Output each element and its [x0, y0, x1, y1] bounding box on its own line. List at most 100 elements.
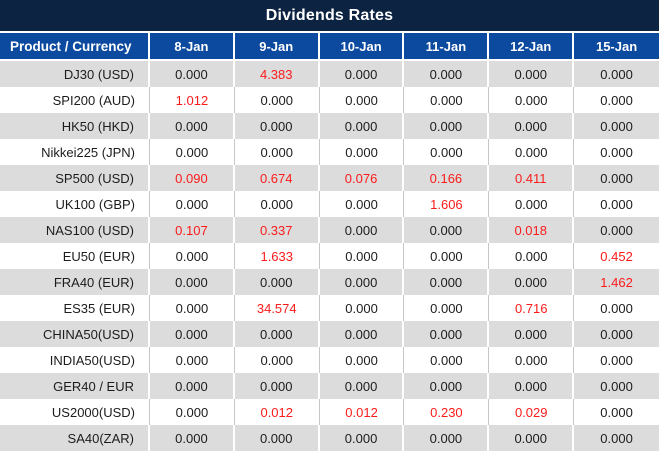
rate-cell: 0.000 — [150, 243, 235, 269]
table-row: Nikkei225 (JPN) 0.000 0.000 0.000 0.000 0.000… — [0, 139, 659, 165]
rate-cell: 0.230 — [404, 399, 490, 425]
rate-cell: 0.000 — [404, 113, 490, 139]
table-row: CHINA50(USD) 0.000 0.000 0.000 0.000 0.000 0.0… — [0, 321, 659, 347]
rate-cell: 4.383 — [234, 61, 320, 87]
rate-cell: 0.674 — [234, 165, 320, 191]
rate-cell: 0.000 — [574, 139, 659, 165]
rate-cell: 0.012 — [319, 399, 405, 425]
rate-cell: 0.000 — [489, 113, 575, 139]
product-label: Nikkei225 (JPN) — [0, 139, 150, 165]
rate-cell: 0.000 — [404, 425, 490, 451]
table-row: SP500 (USD) 0.090 0.674 0.076 0.166 0.411 0.00… — [0, 165, 659, 191]
rate-cell: 0.000 — [234, 321, 320, 347]
date-column-header: 11-Jan — [404, 33, 490, 61]
table-row: UK100 (GBP) 0.000 0.000 0.000 1.606 0.000 0.00… — [0, 191, 659, 217]
rate-cell: 0.000 — [489, 373, 575, 399]
rate-cell: 0.411 — [489, 165, 575, 191]
table-row: ES35 (EUR) 0.000 34.574 0.000 0.000 0.716 0.00… — [0, 295, 659, 321]
rate-cell: 0.000 — [489, 61, 575, 87]
table-row: US2000(USD) 0.000 0.012 0.012 0.230 0.029 0.00… — [0, 399, 659, 425]
rate-cell: 0.000 — [574, 347, 659, 373]
rate-cell: 0.029 — [489, 399, 575, 425]
rate-cell: 0.000 — [319, 139, 405, 165]
rate-cell: 0.166 — [404, 165, 490, 191]
product-label: NAS100 (USD) — [0, 217, 150, 243]
date-column-header: 10-Jan — [319, 33, 405, 61]
table-row: SPI200 (AUD) 1.012 0.000 0.000 0.000 0.000 0.0… — [0, 87, 659, 113]
rate-cell: 0.000 — [150, 321, 235, 347]
rate-cell: 0.000 — [234, 425, 320, 451]
rate-cell: 0.000 — [319, 373, 405, 399]
rate-cell: 0.000 — [319, 243, 405, 269]
rate-cell: 0.000 — [150, 61, 235, 87]
rate-cell: 34.574 — [234, 295, 320, 321]
product-label: UK100 (GBP) — [0, 191, 150, 217]
table-row: FRA40 (EUR) 0.000 0.000 0.000 0.000 0.000 1.46… — [0, 269, 659, 295]
rate-cell: 0.000 — [319, 425, 405, 451]
rate-cell: 0.000 — [319, 269, 405, 295]
rate-cell: 0.018 — [489, 217, 575, 243]
product-label: SP500 (USD) — [0, 165, 150, 191]
table-row: EU50 (EUR) 0.000 1.633 0.000 0.000 0.000 0.452 — [0, 243, 659, 269]
rate-cell: 0.076 — [319, 165, 405, 191]
rate-cell: 0.000 — [489, 243, 575, 269]
rate-cell: 1.012 — [150, 87, 235, 113]
table-row: INDIA50(USD) 0.000 0.000 0.000 0.000 0.000 0.0… — [0, 347, 659, 373]
rate-cell: 1.462 — [574, 269, 659, 295]
rate-cell: 0.000 — [234, 87, 320, 113]
rate-cell: 0.452 — [574, 243, 659, 269]
rate-cell: 0.000 — [574, 217, 659, 243]
rate-cell: 0.000 — [319, 113, 405, 139]
rate-cell: 0.000 — [489, 87, 575, 113]
rate-cell: 0.000 — [319, 191, 405, 217]
product-label: INDIA50(USD) — [0, 347, 150, 373]
rate-cell: 0.000 — [150, 191, 235, 217]
rate-cell: 0.000 — [404, 321, 490, 347]
rate-cell: 0.000 — [574, 295, 659, 321]
rate-cell: 0.107 — [150, 217, 235, 243]
rate-cell: 0.000 — [234, 113, 320, 139]
product-label: ES35 (EUR) — [0, 295, 150, 321]
rate-cell: 0.090 — [150, 165, 235, 191]
dividends-rates-table: Product / Currency 8-Jan 9-Jan 10-Jan 11-Jan… — [0, 33, 659, 451]
rate-cell: 0.000 — [150, 269, 235, 295]
rate-cell: 0.000 — [150, 113, 235, 139]
rate-cell: 0.000 — [404, 61, 490, 87]
product-label: GER40 / EUR — [0, 373, 150, 399]
page-title: Dividends Rates — [0, 0, 659, 33]
rate-cell: 0.000 — [404, 295, 490, 321]
rate-cell: 0.000 — [489, 347, 575, 373]
date-column-header: 9-Jan — [234, 33, 320, 61]
product-label: HK50 (HKD) — [0, 113, 150, 139]
rate-cell: 0.012 — [234, 399, 320, 425]
rate-cell: 0.000 — [234, 139, 320, 165]
rate-cell: 0.000 — [574, 191, 659, 217]
rate-cell: 0.000 — [150, 295, 235, 321]
rate-cell: 0.000 — [150, 347, 235, 373]
product-label: CHINA50(USD) — [0, 321, 150, 347]
product-label: FRA40 (EUR) — [0, 269, 150, 295]
rate-cell: 0.716 — [489, 295, 575, 321]
date-column-header: 15-Jan — [574, 33, 659, 61]
rate-cell: 0.000 — [404, 217, 490, 243]
rate-cell: 0.000 — [574, 321, 659, 347]
rate-cell: 0.000 — [574, 61, 659, 87]
rate-cell: 0.000 — [319, 87, 405, 113]
table-row: HK50 (HKD) 0.000 0.000 0.000 0.000 0.000 0.000 — [0, 113, 659, 139]
rate-cell: 1.606 — [404, 191, 490, 217]
rate-cell: 0.000 — [574, 399, 659, 425]
date-column-header: 12-Jan — [489, 33, 575, 61]
table-row: SA40(ZAR) 0.000 0.000 0.000 0.000 0.000 0.000 — [0, 425, 659, 451]
product-currency-column-header: Product / Currency — [0, 33, 150, 61]
product-label: EU50 (EUR) — [0, 243, 150, 269]
product-label: SPI200 (AUD) — [0, 87, 150, 113]
rate-cell: 0.000 — [404, 139, 490, 165]
rate-cell: 0.000 — [404, 243, 490, 269]
rate-cell: 0.000 — [574, 165, 659, 191]
rate-cell: 1.633 — [234, 243, 320, 269]
product-label: SA40(ZAR) — [0, 425, 150, 451]
table-header-row: Product / Currency 8-Jan 9-Jan 10-Jan 11-Jan… — [0, 33, 659, 61]
table-row: DJ30 (USD) 0.000 4.383 0.000 0.000 0.000 0.000 — [0, 61, 659, 87]
rate-cell: 0.000 — [574, 373, 659, 399]
rate-cell: 0.000 — [404, 269, 490, 295]
